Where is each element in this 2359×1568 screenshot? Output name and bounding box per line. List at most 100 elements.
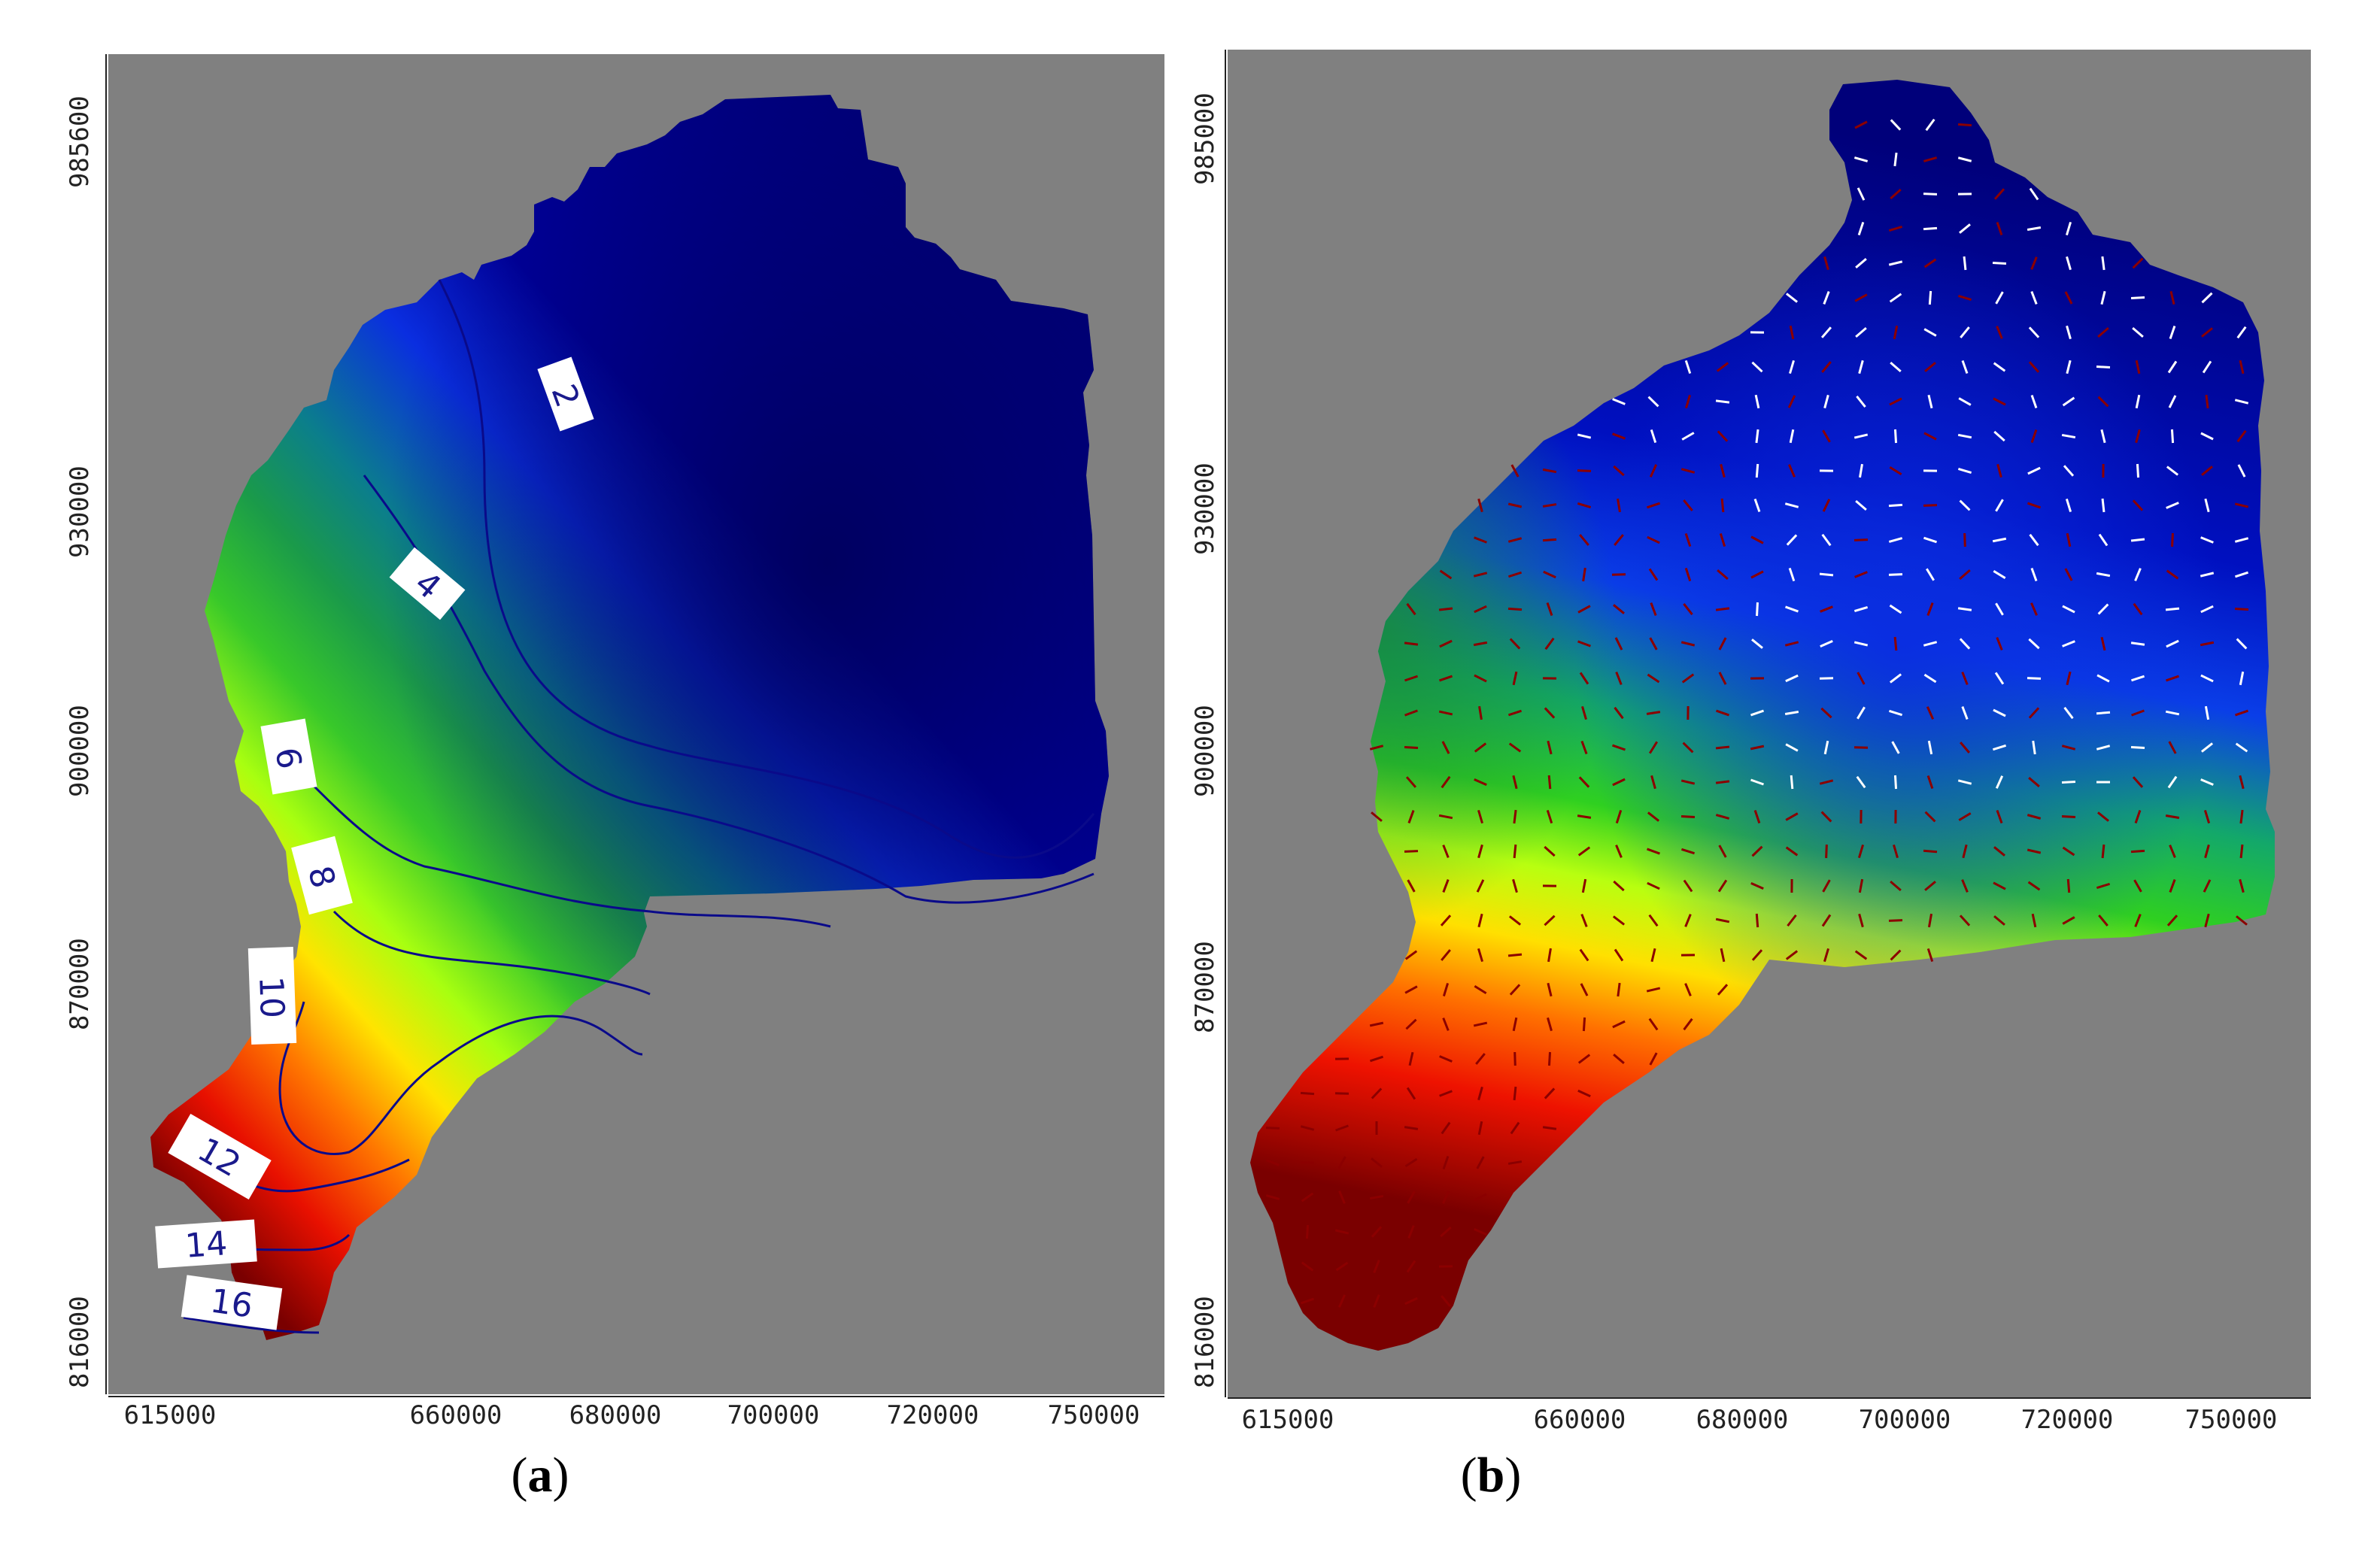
flow-vector <box>1682 742 1694 754</box>
flow-vector <box>1477 948 1483 963</box>
flow-vector <box>1751 361 1763 373</box>
y-tick-b-1: 930000 <box>1190 463 1220 555</box>
flow-vector <box>2098 914 2109 927</box>
flow-vector <box>1926 602 1934 616</box>
flow-vector <box>1648 1018 1659 1031</box>
flow-vector <box>2239 359 2245 375</box>
flow-vector <box>2100 429 2106 444</box>
flow-vector <box>1477 1086 1483 1101</box>
flow-vector <box>1960 326 1970 338</box>
flow-vector <box>1957 467 1972 475</box>
flow-vector <box>1957 779 1972 785</box>
y-tick-b-2: 900000 <box>1190 705 1220 797</box>
flow-vector <box>1681 432 1695 441</box>
flow-vector <box>2200 432 2214 441</box>
flow-vector <box>2030 602 2038 616</box>
flow-vector <box>1513 844 1517 859</box>
contour-label-14: 14 <box>155 1219 257 1269</box>
flow-vector <box>1546 602 1553 616</box>
flow-vector <box>1889 397 1902 406</box>
flow-vector <box>2027 226 2042 232</box>
flow-vector <box>1957 433 1972 439</box>
flow-vector <box>1789 359 1795 375</box>
flow-vector <box>1438 710 1453 716</box>
svg-text:14: 14 <box>184 1224 228 1266</box>
flow-vector <box>1995 499 2004 512</box>
flow-vector <box>1926 568 1935 581</box>
flow-vector <box>1993 846 2005 857</box>
x-axis-line-b <box>1228 1397 2311 1399</box>
flow-vector <box>1337 1156 1346 1169</box>
flow-vector <box>2166 639 2179 648</box>
flow-vector <box>2062 846 2075 857</box>
flow-vector <box>2101 498 2105 513</box>
flow-vector <box>1371 811 1383 822</box>
flow-vector <box>1957 294 1972 302</box>
flow-vector <box>1786 534 1798 546</box>
flow-vector <box>1716 362 1729 372</box>
flow-vector <box>1614 948 1624 962</box>
flow-vector <box>1542 503 1557 508</box>
flow-vector <box>1650 602 1657 616</box>
flow-vector <box>2027 677 2042 680</box>
flow-vector <box>2200 641 2215 647</box>
flow-vector <box>1889 466 1902 476</box>
flow-vector <box>1993 570 2006 579</box>
flow-vector <box>1477 1121 1483 1136</box>
flow-vector <box>1334 1229 1350 1235</box>
flow-vector <box>2200 778 2214 786</box>
flow-vector <box>1785 674 1799 683</box>
flow-vector <box>2239 809 2244 824</box>
flow-vector <box>1648 741 1659 754</box>
flow-vector <box>2062 640 2075 648</box>
flow-vector <box>1717 879 1728 893</box>
flow-vector <box>1753 499 1761 512</box>
flow-vector <box>1923 226 1938 231</box>
flow-vector <box>1369 1055 1384 1063</box>
flow-vector <box>1681 673 1695 684</box>
flow-vector <box>2165 710 2180 716</box>
flow-vector <box>1614 534 1624 546</box>
flow-vector <box>2132 499 2144 511</box>
flow-vector <box>1823 740 1829 755</box>
flow-vector <box>1996 810 2003 823</box>
y-axis-line-b <box>1225 50 1226 1397</box>
map-panel-b <box>1228 50 2311 1397</box>
flow-vector <box>2062 916 2075 925</box>
flow-vector <box>1614 706 1624 720</box>
flow-vector <box>1893 775 1898 790</box>
flow-vector <box>1371 1157 1383 1168</box>
flow-vector <box>1718 672 1727 685</box>
flow-vector <box>1546 809 1553 824</box>
flow-vector <box>2064 568 2073 581</box>
flow-vector <box>1751 949 1763 961</box>
flow-vector <box>2203 809 2211 824</box>
flow-vector <box>1439 639 1453 648</box>
flow-vector <box>1617 498 1621 513</box>
flow-vector <box>1613 465 1625 477</box>
flow-vector <box>1996 637 2003 651</box>
x-tick-b-2: 680000 <box>1696 1405 1789 1435</box>
flow-vector <box>1961 879 1969 893</box>
flow-vector <box>1404 745 1419 750</box>
flow-vector <box>1821 533 1832 547</box>
flow-vector <box>1785 950 1799 960</box>
flow-vector <box>1544 845 1556 857</box>
flow-vector <box>1993 188 2005 200</box>
flow-vector <box>1439 1090 1453 1097</box>
flow-vector <box>2130 675 2145 682</box>
flow-vector <box>1614 637 1623 651</box>
flow-vector <box>1649 637 1658 651</box>
flow-vector <box>1996 326 2003 339</box>
flow-vector <box>1337 1294 1346 1308</box>
flow-vector <box>1507 607 1523 611</box>
flow-vector <box>1512 775 1518 790</box>
flow-vector <box>2096 711 2111 715</box>
flow-vector <box>1613 880 1625 892</box>
flow-vector <box>1512 878 1518 893</box>
flow-vector <box>1477 844 1483 859</box>
flow-vector <box>1474 742 1487 753</box>
flow-vector <box>1300 1125 1315 1131</box>
flow-vector <box>1992 261 2007 265</box>
flow-vector <box>1582 1017 1586 1032</box>
